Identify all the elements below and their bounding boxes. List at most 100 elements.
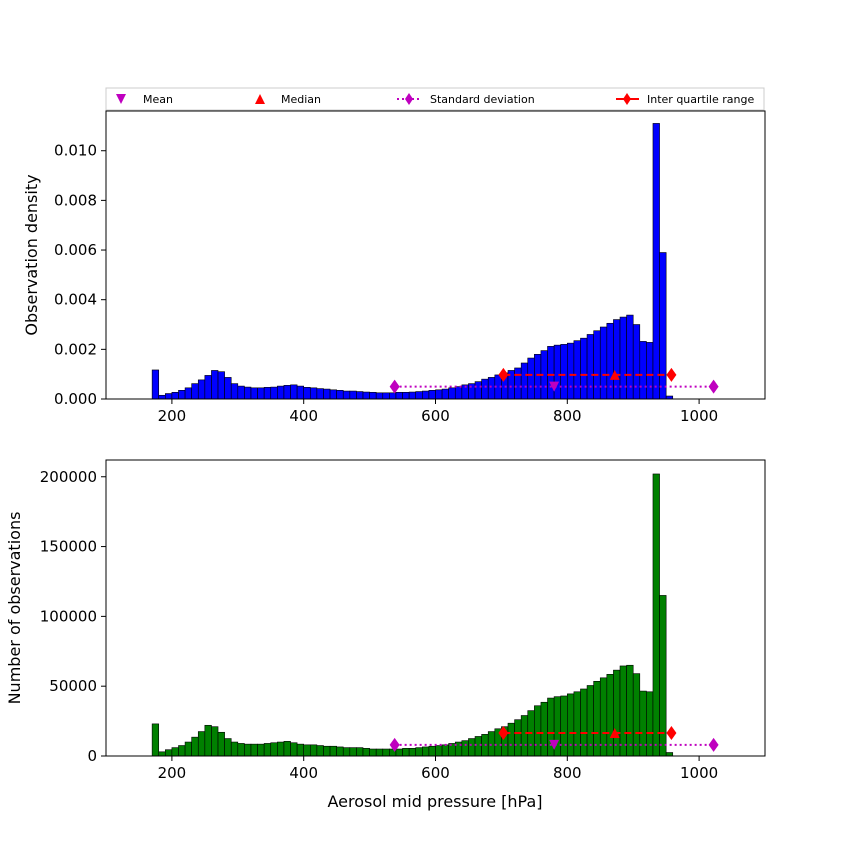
- histogram-bar: [441, 744, 449, 757]
- y-tick-label: 0.002: [54, 340, 97, 358]
- histogram-bar: [632, 324, 641, 400]
- histogram-bar: [204, 724, 212, 757]
- legend: Mean Median Standard deviation Inter qua…: [105, 87, 765, 111]
- x-tick-label: 400: [289, 407, 318, 425]
- iqr-q3-marker: [666, 725, 677, 740]
- histogram-bar: [395, 748, 403, 757]
- histogram-bar: [165, 393, 173, 400]
- x-tick-label: 800: [553, 407, 582, 425]
- histogram-bar: [184, 741, 192, 757]
- histogram-bar: [244, 386, 252, 400]
- x-tick-label: 200: [158, 764, 187, 782]
- histogram-bar: [487, 731, 496, 757]
- histogram-bar: [224, 377, 232, 400]
- histogram-bar: [336, 390, 344, 400]
- histogram-bar: [619, 665, 627, 757]
- histogram-bar: [349, 747, 357, 757]
- count-summary-markers: [389, 725, 719, 752]
- histogram-bar: [277, 385, 285, 400]
- histogram-bar: [415, 747, 423, 757]
- count-y-axis-label: Number of observations: [5, 512, 24, 705]
- histogram-bar: [599, 326, 608, 400]
- y-tick-label: 0.008: [54, 191, 97, 209]
- histogram-bar: [211, 370, 219, 400]
- std-high-marker: [708, 737, 719, 752]
- histogram-bar: [474, 736, 482, 757]
- median-marker: [609, 727, 620, 738]
- histogram-bar: [632, 673, 641, 757]
- histogram-bar: [646, 691, 654, 757]
- histogram-bar: [580, 688, 588, 757]
- histogram-bar: [290, 742, 298, 757]
- histogram-bar: [626, 664, 634, 757]
- legend-median-label: Median: [281, 93, 321, 106]
- histogram-bar: [197, 731, 206, 757]
- histogram-bar: [165, 749, 173, 757]
- histogram-bar: [586, 334, 594, 400]
- histogram-bar: [646, 342, 654, 400]
- histogram-bar: [290, 384, 298, 400]
- histogram-bar: [566, 693, 575, 757]
- median-marker-icon: [255, 94, 265, 104]
- histogram-bar: [474, 381, 482, 400]
- histogram-bar: [336, 746, 344, 757]
- histogram-bar: [520, 362, 529, 400]
- histogram-bar: [435, 389, 443, 400]
- histogram-bar: [454, 386, 463, 400]
- density-ticks: 200 400 600 800 1000 0.000 0.002 0.004 0.006 0.00…: [54, 142, 718, 425]
- histogram-bar: [573, 340, 581, 400]
- histogram-bar: [566, 342, 575, 400]
- iqr-marker-icon: [623, 93, 631, 105]
- histogram-bar: [323, 388, 331, 400]
- histogram-bar: [527, 357, 535, 400]
- histogram-bar: [237, 385, 245, 400]
- std-high-marker: [708, 379, 719, 394]
- histogram-bar: [520, 715, 529, 757]
- histogram-bar: [639, 341, 647, 400]
- histogram-bar: [217, 731, 225, 757]
- std-low-marker: [389, 737, 400, 752]
- histogram-bar: [560, 695, 568, 757]
- histogram-bar: [659, 252, 667, 400]
- histogram-bar: [382, 392, 390, 400]
- histogram-bar: [553, 344, 562, 400]
- legend-std-label: Standard deviation: [430, 93, 535, 106]
- histogram-bar: [652, 123, 660, 400]
- histogram-bar: [329, 745, 337, 757]
- histogram-bar: [257, 743, 265, 757]
- histogram-bar: [211, 726, 219, 757]
- histogram-bar: [369, 391, 377, 400]
- iqr-q1-marker: [498, 725, 509, 740]
- histogram-bar: [461, 740, 469, 757]
- histogram-bar: [296, 385, 304, 400]
- histogram-bar: [283, 385, 291, 400]
- y-tick-label: 0.006: [54, 241, 97, 259]
- histogram-bar: [191, 383, 199, 400]
- x-tick-label: 1000: [680, 764, 718, 782]
- histogram-bar: [303, 744, 311, 757]
- histogram-bar: [316, 388, 324, 400]
- histogram-bar: [309, 387, 318, 400]
- count-bars: [151, 473, 674, 757]
- std-low-marker: [389, 379, 400, 394]
- histogram-bar: [323, 745, 331, 757]
- histogram-bar: [270, 386, 278, 400]
- histogram-bar: [435, 745, 443, 757]
- histogram-bar: [448, 387, 456, 400]
- iqr-q1-marker: [498, 367, 509, 382]
- histogram-bar: [263, 387, 272, 400]
- histogram-bar: [415, 391, 423, 400]
- histogram-bar: [184, 387, 192, 400]
- histogram-bar: [659, 595, 667, 757]
- histogram-bar: [283, 741, 291, 757]
- histogram-bar: [613, 319, 621, 400]
- histogram-bar: [402, 748, 410, 757]
- y-tick-label: 0: [87, 747, 97, 765]
- histogram-bar: [441, 388, 449, 400]
- histogram-bar: [534, 705, 542, 757]
- y-tick-label: 50000: [49, 677, 97, 695]
- density-summary-markers: [389, 367, 719, 394]
- histogram-bar: [468, 738, 476, 757]
- histogram-bar: [395, 391, 403, 400]
- histogram-bar: [349, 390, 357, 400]
